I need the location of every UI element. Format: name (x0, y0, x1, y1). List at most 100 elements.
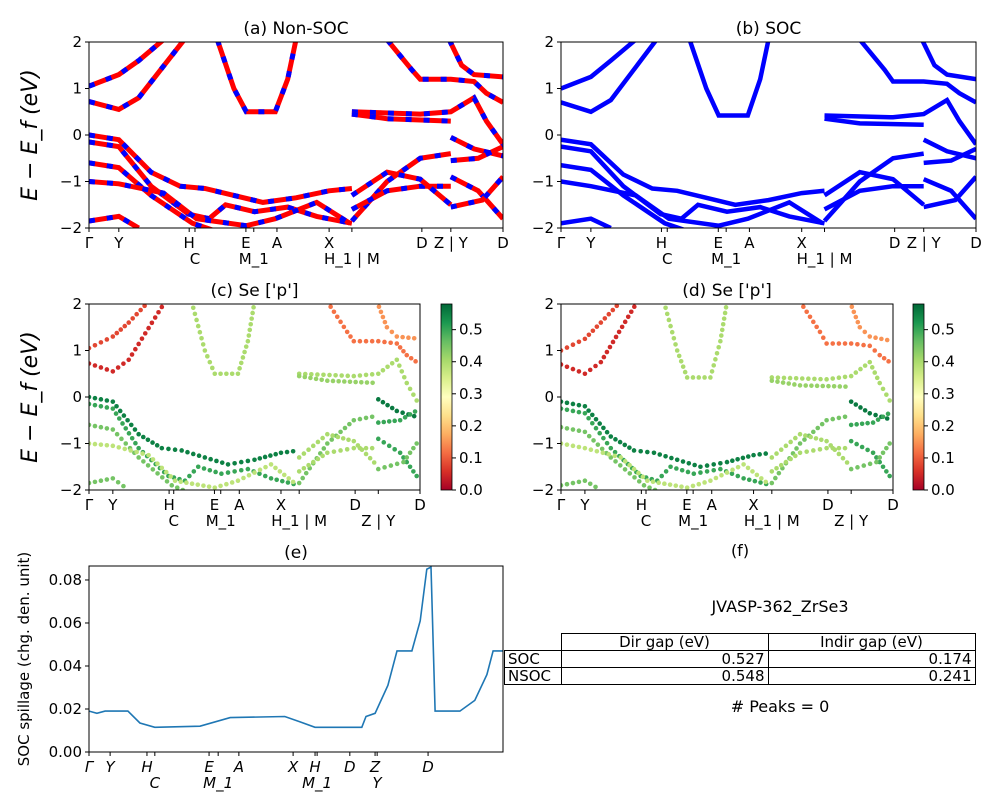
band-point (286, 476, 292, 481)
band-point (149, 320, 155, 326)
band-point (851, 309, 857, 315)
band-point (123, 426, 129, 431)
band-point (657, 452, 663, 457)
band-point (195, 323, 201, 329)
x-tick-label: M_1 (678, 512, 708, 531)
band-point (870, 450, 876, 456)
band-point (411, 392, 416, 397)
band-point (774, 451, 779, 456)
band-point (853, 402, 859, 407)
band-line (922, 177, 976, 221)
band-point (824, 341, 829, 346)
x-tick-label: Z | Y (907, 234, 942, 252)
band-point (690, 483, 696, 489)
band-point (752, 478, 758, 484)
band-point (290, 479, 296, 485)
band-point (714, 350, 720, 356)
band-point (798, 299, 803, 304)
band-point (140, 434, 146, 440)
band-point (814, 324, 819, 330)
band-point (179, 448, 184, 453)
band-point (248, 321, 254, 327)
band-point (564, 407, 570, 413)
band-point (793, 375, 799, 381)
band-point (285, 480, 291, 485)
band-point (854, 422, 859, 427)
band-point (674, 348, 680, 353)
band-point (130, 316, 135, 321)
band-point (126, 357, 132, 363)
band-point (92, 423, 98, 429)
y-tick-label: 0 (544, 388, 554, 406)
band-point (628, 309, 634, 315)
band-point (826, 383, 831, 389)
band-point (412, 409, 418, 414)
band-point (114, 431, 120, 437)
band-point (296, 469, 302, 474)
band-point (351, 417, 357, 423)
band-point (117, 408, 123, 414)
band-point (879, 336, 884, 342)
band-point (89, 345, 92, 351)
colorbar-tick-label: 0.5 (931, 321, 955, 339)
y-tick-label: −2 (60, 219, 82, 237)
band-point (874, 459, 879, 465)
band-point (588, 447, 594, 453)
band-point (229, 371, 235, 377)
band-point (257, 456, 263, 461)
band-point (593, 425, 599, 431)
band-point (335, 434, 341, 440)
band-point (246, 472, 252, 478)
band-point (587, 481, 593, 487)
band-point (125, 417, 130, 423)
band-point (788, 439, 793, 445)
band-point (582, 478, 588, 484)
band-point (235, 478, 241, 484)
band-point (716, 344, 721, 350)
band-point (698, 470, 703, 475)
band-point (709, 369, 715, 374)
band-point (273, 451, 278, 457)
band-point (561, 399, 564, 404)
colorbar-tick-label: 0.2 (459, 417, 483, 435)
band-point (104, 426, 110, 431)
band-point (172, 447, 178, 453)
band-point (184, 480, 189, 485)
band-point (142, 331, 148, 336)
band-point (245, 466, 251, 472)
band-point (803, 383, 809, 388)
x-tick-label: E (241, 234, 250, 252)
band-point (837, 384, 843, 389)
band-point (116, 445, 122, 450)
band-point (218, 371, 223, 377)
band-point (380, 314, 386, 320)
band-point (600, 450, 606, 456)
band-point (855, 465, 860, 470)
colorbar-bar (912, 303, 925, 491)
band-line-dash (350, 183, 451, 212)
band-point (150, 440, 155, 445)
band-point (207, 467, 213, 473)
band-point (704, 469, 710, 474)
band-point (381, 440, 387, 445)
x-tick-label: D (497, 234, 509, 252)
band-point (684, 485, 690, 490)
band-point (359, 379, 364, 385)
band-point (129, 352, 135, 357)
band-point (400, 410, 405, 415)
plot-area (561, 42, 976, 228)
band-point (401, 459, 406, 465)
band-point (880, 464, 886, 470)
band-line-dash (215, 42, 299, 115)
band-point (397, 450, 403, 456)
x-tick-label: D (822, 496, 834, 514)
band-point (656, 480, 662, 485)
band-point (680, 459, 686, 464)
colorbar-bar (440, 303, 453, 491)
band-point (375, 371, 381, 377)
band-point (369, 372, 375, 377)
panel-f-subtitle: JVASP-362_ZrSe3 (711, 597, 849, 616)
band-point (722, 310, 728, 316)
y-tick-label: 0.08 (49, 571, 82, 589)
